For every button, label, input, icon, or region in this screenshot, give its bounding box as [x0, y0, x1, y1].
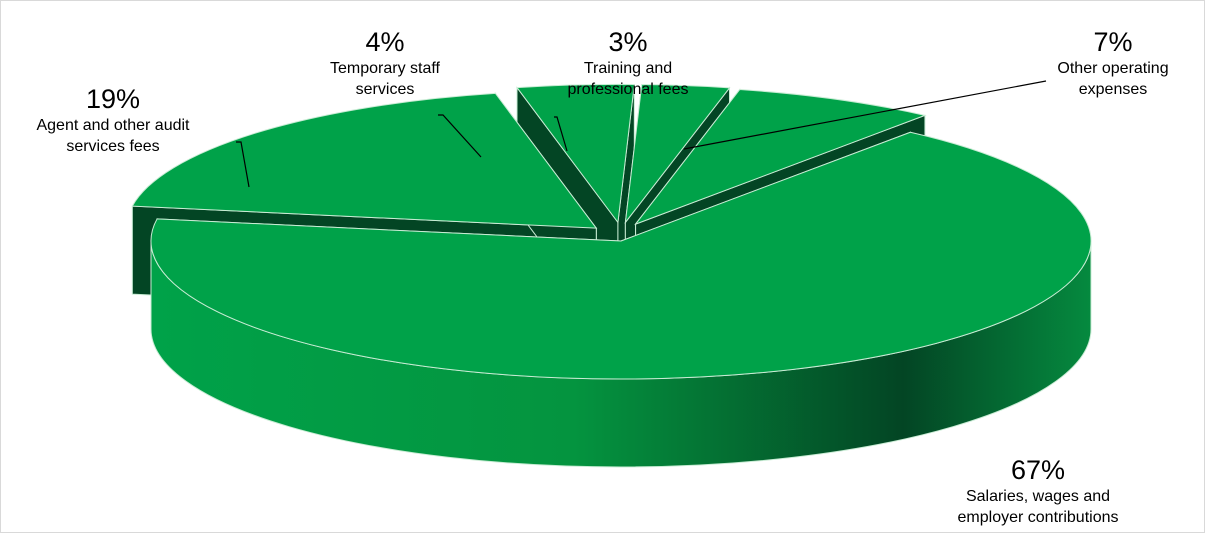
pie-slice-3-top — [624, 84, 731, 225]
slice-category-label-2-line-0: Temporary staff — [330, 60, 441, 77]
slice-label-4: 7% Other operating expenses — [1057, 27, 1168, 98]
slice-category-label-1-line-0: Agent and other audit — [36, 117, 190, 134]
slice-value-label-3: 3% — [608, 27, 647, 57]
slice-category-label-4-line-0: Other operating — [1057, 60, 1168, 77]
slice-value-label-0: 67% — [1011, 455, 1065, 485]
leader-line-3 — [554, 116, 568, 152]
pie-slice-1-top — [131, 92, 598, 229]
slice-category-label-3-line-1: professional fees — [568, 81, 689, 98]
pie-slice-0 — [150, 131, 1092, 468]
pie-slice-2-top — [516, 83, 635, 224]
slice-value-label-1: 19% — [86, 84, 140, 114]
slice-value-label-4: 7% — [1093, 27, 1132, 57]
slice-label-3: 3% Training and professional fees — [568, 27, 689, 98]
slice-label-0: 67% Salaries, wages and employer contribut… — [958, 455, 1119, 526]
slice-category-label-2-line-1: services — [356, 81, 415, 98]
slice-category-label-4-line-1: expenses — [1079, 81, 1148, 98]
slice-label-1: 19% Agent and other audit services fees — [36, 84, 190, 155]
slice-category-label-0-line-1: employer contributions — [958, 509, 1119, 526]
leader-line-2 — [438, 114, 482, 158]
slice-value-label-2: 4% — [365, 27, 404, 57]
leader-line-4 — [683, 80, 1047, 150]
slice-category-label-0-line-0: Salaries, wages and — [966, 488, 1110, 505]
slice-category-label-1-line-1: services fees — [66, 138, 159, 155]
leader-line-1 — [236, 141, 250, 188]
slice-category-label-3-line-0: Training and — [584, 60, 672, 77]
slice-label-2: 4% Temporary staff services — [330, 27, 441, 98]
pie-slice-0-top — [150, 131, 1092, 380]
pie-slice-4-top — [634, 89, 927, 226]
